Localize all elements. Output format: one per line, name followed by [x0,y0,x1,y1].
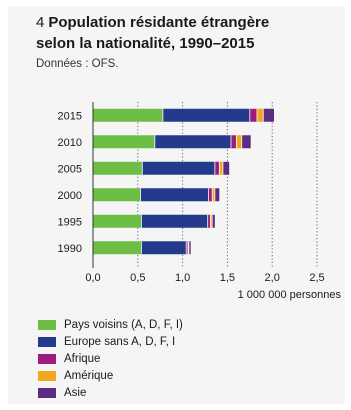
bar-segment [162,108,250,122]
bar-segment [214,188,220,202]
bar-segment [263,108,274,122]
bar-segment [210,214,213,228]
bar-segment [219,161,223,175]
bar-segment [140,188,209,202]
y-tick-label: 2010 [58,137,82,149]
legend: Pays voisins (A, D, F, I) Europe sans A, … [38,316,183,401]
legend-item: Asie [38,384,183,401]
bar-segment [93,241,142,255]
bar-segment [212,188,215,202]
title-line-1: Population résidante étrangère [48,14,270,31]
y-tick-label: 1995 [58,216,82,228]
legend-label: Asie [64,386,87,399]
bar-segment [187,241,189,255]
x-tick-label: 0,5 [130,272,145,284]
legend-label: Amérique [64,369,114,382]
bar-segment [93,188,141,202]
x-axis-label: 1 000 000 personnes [238,289,342,301]
x-tick-label: 1,0 [175,272,190,284]
legend-swatch [38,353,56,364]
legend-label: Afrique [64,352,101,365]
figure-number: 4 [36,14,45,31]
x-tick-label: 1,5 [220,272,235,284]
bar-segment [230,135,237,149]
legend-item: Afrique [38,350,183,367]
bar-segment [214,161,220,175]
chart-panel [8,6,345,404]
bar-segment [212,214,215,228]
legend-item: Europe sans A, D, F, I [38,333,183,350]
bar-segment [141,241,187,255]
legend-label: Europe sans A, D, F, I [64,335,176,348]
y-tick-label: 2005 [58,163,82,175]
bar-segment [93,214,142,228]
y-tick-label: 2015 [58,110,82,122]
bar-segment [186,241,188,255]
legend-swatch [38,319,56,330]
legend-swatch [38,370,56,381]
y-tick-label: 1990 [58,243,82,255]
bar-segment [241,135,251,149]
bar-segment [236,135,242,149]
legend-swatch [38,387,56,398]
legend-item: Amérique [38,367,183,384]
chart-title: 4 Population résidante étrangère selon la… [36,12,336,54]
bar-segment [208,188,213,202]
x-tick-label: 2,0 [265,272,280,284]
x-tick-label: 2,5 [309,272,324,284]
bar-segment [142,161,215,175]
y-tick-label: 2000 [58,190,82,202]
bar-segment [222,161,230,175]
bar-segment [249,108,257,122]
bar-segment [93,161,143,175]
legend-swatch [38,336,56,347]
title-line-2: selon la nationalité, 1990–2015 [36,35,255,52]
bar-segment [141,214,208,228]
bar-segment [154,135,231,149]
bar-segment [93,108,163,122]
legend-label: Pays voisins (A, D, F, I) [64,318,183,331]
bar-segment [207,214,211,228]
bar-segment [256,108,264,122]
x-tick-label: 0,0 [85,272,100,284]
bar-segment [93,135,155,149]
bar-segment [188,241,191,255]
source-note: Données : OFS. [36,58,119,70]
legend-item: Pays voisins (A, D, F, I) [38,316,183,333]
